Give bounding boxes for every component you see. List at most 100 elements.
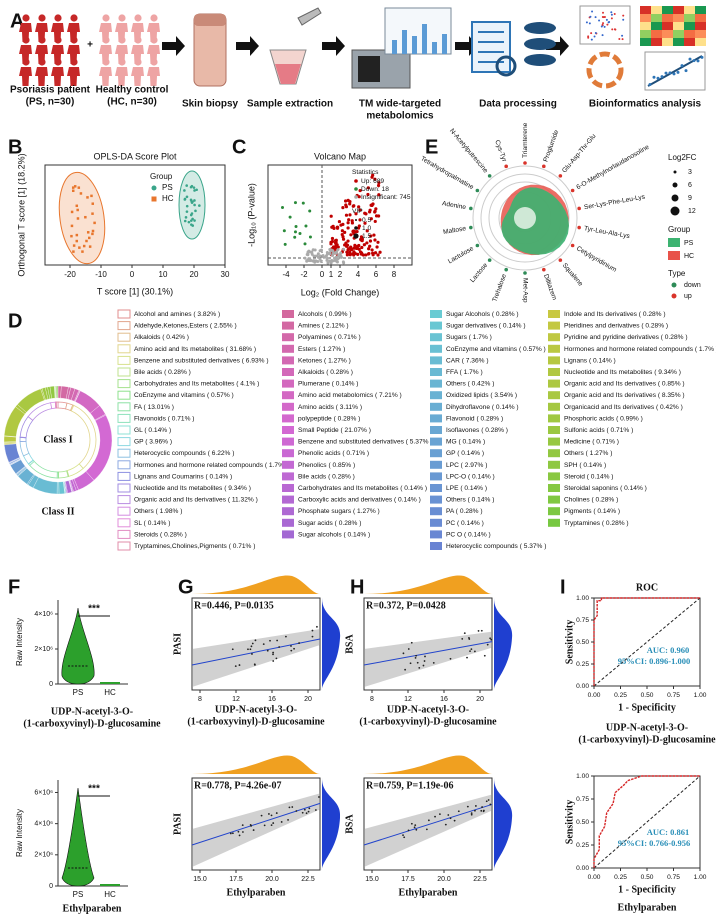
shape xyxy=(340,232,344,237)
shape xyxy=(134,36,142,44)
shape xyxy=(404,668,407,671)
category-name: Isoflavones xyxy=(446,427,480,434)
shape xyxy=(640,22,651,30)
legend-label: CoEnzyme and vitamins ( 0.57% ) xyxy=(446,346,546,353)
shape xyxy=(676,70,680,74)
category-name: Steroidal saponins xyxy=(564,485,619,492)
shape xyxy=(486,643,489,646)
shape xyxy=(367,251,371,256)
shape xyxy=(185,204,189,208)
category-percent: ( 0.28% ) xyxy=(328,473,355,480)
shape xyxy=(504,164,508,169)
shape xyxy=(651,6,662,14)
metabolite-label: Squalene xyxy=(561,262,584,288)
shape xyxy=(151,196,157,202)
shape xyxy=(469,650,471,653)
legend-label: PS xyxy=(684,240,694,247)
label: ROC xyxy=(636,582,658,593)
category-name: GL xyxy=(134,427,143,434)
legend-swatch xyxy=(282,472,294,481)
x-tick-label: 20.0 xyxy=(265,876,279,883)
category-percent: ( 0.85% ) xyxy=(328,462,355,469)
shape xyxy=(192,629,320,687)
shape xyxy=(325,258,329,262)
correlation-stat: R=0.372, P=0.0428 xyxy=(366,600,446,611)
shape xyxy=(67,23,80,42)
legend-swatch xyxy=(117,425,131,435)
metabolite-label: Maltose xyxy=(443,225,467,236)
shape xyxy=(369,217,373,221)
category-percent: ( 1.27% ) xyxy=(586,450,613,457)
category-percent: ( 3.96% ) xyxy=(145,438,172,445)
legend-swatch xyxy=(117,332,131,342)
legend-label: Sugar derivatives ( 0.14% ) xyxy=(446,322,526,329)
legend-swatch xyxy=(282,484,294,492)
category-name: Polyamines xyxy=(298,334,333,341)
legend-swatch xyxy=(548,368,560,376)
legend-label: Others ( 1.27% ) xyxy=(564,450,612,457)
category-name: Aldehyde,Ketones,Esters xyxy=(134,322,209,329)
category-name: Small Peptide xyxy=(298,427,339,434)
shape xyxy=(308,807,311,810)
shape xyxy=(442,34,447,54)
category-name: Organicacid and Its derivatives xyxy=(564,404,655,411)
shape xyxy=(368,239,373,243)
legend-swatch xyxy=(282,379,294,388)
category-percent: ( 3.11% ) xyxy=(336,404,362,411)
x-tick-label: HC xyxy=(104,688,116,697)
shape xyxy=(487,258,492,262)
shape xyxy=(193,189,196,192)
category-percent: ( 0.14% ) xyxy=(593,508,620,515)
category-percent: ( 0.85% ) xyxy=(658,380,685,387)
shape xyxy=(268,813,270,815)
legend-swatch xyxy=(282,391,294,400)
legend-swatch xyxy=(282,414,294,423)
shape xyxy=(673,170,677,174)
category-percent: ( 4.1% ) xyxy=(236,380,259,387)
shape xyxy=(355,246,359,251)
metabolite-label: Diltiazem xyxy=(542,273,558,301)
shape xyxy=(377,214,381,218)
shape xyxy=(293,647,295,650)
shape xyxy=(363,803,493,846)
legend-swatch xyxy=(548,310,560,318)
shape xyxy=(322,36,345,56)
shape xyxy=(79,192,83,195)
metabolite-label: Glu-Asp-Thr-Glu xyxy=(561,133,598,175)
shape xyxy=(692,59,696,63)
shape xyxy=(193,203,196,207)
legend-label: PC ( 0.14% ) xyxy=(446,520,484,527)
shape xyxy=(293,201,297,205)
shape xyxy=(662,22,673,30)
metabolite-label: Proglumide xyxy=(542,129,560,163)
shape xyxy=(673,22,684,30)
shape xyxy=(275,812,278,814)
label: Volcano Map xyxy=(314,151,366,161)
shape xyxy=(477,630,480,632)
legend-label: down xyxy=(684,282,701,289)
x-tick-label: 2 xyxy=(338,270,343,279)
shape xyxy=(35,23,48,42)
metabolite-label: Lactose xyxy=(469,262,489,284)
shape xyxy=(439,813,441,816)
shape xyxy=(147,45,160,64)
legend-label: Pyridine and pyridine derivatives ( 0.28… xyxy=(564,334,688,341)
shape xyxy=(319,248,323,252)
shape xyxy=(262,643,265,646)
shape xyxy=(474,805,477,807)
x-tick-label: 0.75 xyxy=(667,874,680,881)
shape xyxy=(316,625,318,628)
legend-swatch xyxy=(430,426,442,434)
shape xyxy=(272,822,275,824)
shape xyxy=(335,260,339,264)
shape xyxy=(673,6,684,14)
legend-label: polypeptide ( 0.28% ) xyxy=(298,415,360,422)
shape xyxy=(71,189,75,193)
x-tick-label: 15.0 xyxy=(365,876,379,883)
x-tick-label: 22.5 xyxy=(301,876,315,883)
category-name: SL xyxy=(134,520,142,527)
legend-swatch xyxy=(430,356,442,365)
legend-label: Phosphate sugars ( 1.27% ) xyxy=(298,508,380,515)
shape xyxy=(358,56,380,82)
shape xyxy=(504,267,508,272)
